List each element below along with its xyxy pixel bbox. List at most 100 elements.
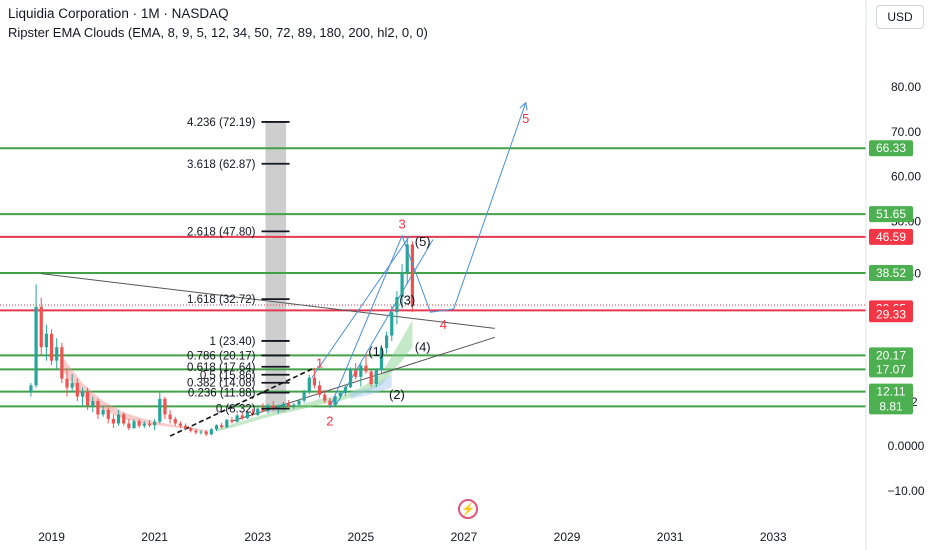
candle — [194, 428, 198, 435]
candle-body — [385, 335, 389, 349]
candle — [127, 419, 131, 431]
candle-body — [240, 415, 244, 419]
candle — [70, 374, 74, 393]
candle-body — [400, 272, 404, 297]
y-tick-label: −10.00 — [887, 484, 924, 498]
candle-body — [137, 421, 141, 426]
candle-body — [230, 419, 234, 422]
candle-body — [153, 421, 157, 426]
candle-body — [292, 404, 296, 406]
y-tick-label: 80.00 — [891, 80, 921, 94]
candle-body — [261, 408, 265, 411]
trend-line — [169, 367, 315, 437]
candle-body — [101, 410, 105, 415]
candle — [343, 384, 347, 396]
wave-label: (1) — [368, 344, 384, 359]
candle-body — [271, 405, 275, 410]
candle-body — [379, 348, 384, 371]
candle — [132, 419, 136, 429]
price-label-box — [869, 140, 913, 157]
candle-body — [70, 383, 74, 388]
candle-body — [348, 370, 353, 388]
x-tick-label: 2033 — [760, 530, 787, 544]
candle — [142, 421, 146, 428]
price-label: 20.17 — [869, 347, 913, 364]
candle-body — [183, 425, 188, 428]
candle — [405, 235, 409, 284]
candle-body — [209, 429, 213, 435]
candle — [65, 369, 69, 397]
candle-body — [410, 244, 414, 306]
candle — [364, 353, 368, 374]
candle-body — [163, 398, 167, 415]
candle-body — [250, 412, 255, 415]
wave-label: 4 — [440, 317, 447, 332]
candle — [385, 331, 389, 354]
candle-body — [354, 370, 358, 377]
candle-body — [122, 414, 126, 424]
candle-body — [338, 392, 342, 397]
candle — [214, 424, 219, 432]
candle-body — [235, 415, 239, 422]
candle — [390, 305, 394, 341]
candle-body — [359, 365, 363, 377]
candle-body — [168, 414, 172, 420]
fib-level-label: 0.5 (15.86) — [200, 370, 256, 382]
fib-level-label: 4.236 (72.19) — [187, 117, 256, 129]
candle — [297, 399, 301, 407]
candle — [410, 241, 414, 313]
candle — [245, 410, 250, 420]
candle-body — [245, 412, 250, 419]
candle — [256, 407, 260, 416]
candle — [116, 410, 121, 426]
price-label-text: 46.59 — [876, 230, 906, 244]
candle — [86, 387, 90, 411]
candle-body — [307, 377, 311, 392]
candle-body — [111, 419, 116, 424]
fib-level-label: 1 (23.40) — [209, 336, 255, 348]
candle — [34, 284, 38, 388]
candle — [39, 297, 43, 357]
candle-body — [199, 431, 203, 433]
candle-body — [323, 394, 327, 401]
candle-body — [281, 403, 286, 407]
x-tick-label: 2023 — [244, 530, 271, 544]
candle-body — [405, 244, 409, 273]
candle — [220, 422, 224, 429]
currency-button[interactable]: USD — [876, 5, 924, 29]
price-label-box — [869, 228, 913, 245]
candle-body — [343, 387, 347, 393]
y-tick-label: 0.0000 — [888, 439, 925, 453]
candle — [323, 389, 327, 403]
fib-level-label: 0.618 (17.64) — [187, 362, 256, 374]
flash-logo-icon: ⚡ — [458, 499, 478, 519]
channel-line — [311, 235, 411, 379]
price-label-text: 38.52 — [876, 266, 906, 280]
price-label-box — [869, 361, 913, 378]
candle — [80, 387, 85, 406]
candle-body — [220, 425, 224, 428]
indicator-label[interactable]: Ripster EMA Clouds (EMA, 8, 9, 5, 12, 34… — [8, 25, 428, 40]
candle — [189, 426, 193, 433]
candle — [163, 396, 167, 420]
price-label: 12.11 — [869, 383, 913, 400]
candle-body — [44, 333, 48, 348]
x-tick-label: 2019 — [38, 530, 65, 544]
candle — [312, 367, 317, 389]
price-label-text: 12.11 — [876, 385, 905, 399]
candle — [75, 378, 79, 402]
wave-label: 2 — [326, 414, 333, 429]
candle-body — [34, 306, 38, 386]
candle-body — [287, 403, 291, 406]
candle-body — [106, 410, 110, 420]
candle-body — [60, 347, 64, 379]
candle-body — [390, 312, 394, 336]
fib-level-label: 2.618 (47.80) — [187, 226, 256, 238]
candle — [354, 362, 358, 380]
candle-body — [328, 400, 332, 406]
price-label-text: 20.17 — [876, 348, 906, 362]
candle-body — [214, 425, 219, 430]
price-label: 66.33 — [869, 140, 913, 157]
candle-body — [132, 421, 136, 428]
